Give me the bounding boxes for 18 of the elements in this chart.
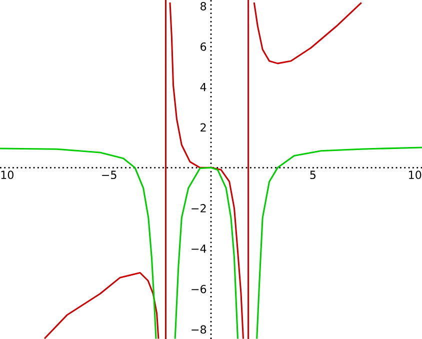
y-tick-label: 2 [200, 123, 206, 132]
y-tick-label: −2 [192, 204, 206, 212]
line-series [256, 146, 422, 339]
y-tick-label: 6 [200, 42, 206, 51]
y-tick-label: 4 [200, 82, 206, 92]
y-tick-label: −6 [192, 284, 206, 294]
y-tick-label: −4 [192, 244, 206, 253]
x-tick-label: 5 [310, 170, 316, 180]
line-series [169, 2, 244, 339]
line-series [0, 148, 157, 339]
y-tick-label: 8 [200, 2, 206, 10]
x-tick-label: 10 [1, 170, 14, 180]
line-series [44, 272, 160, 339]
x-tick-label: −5 [102, 170, 116, 180]
line-series [174, 166, 238, 339]
y-tick-label: −8 [192, 325, 206, 334]
line-series [253, 2, 362, 64]
x-tick-label: 10 [409, 170, 422, 180]
